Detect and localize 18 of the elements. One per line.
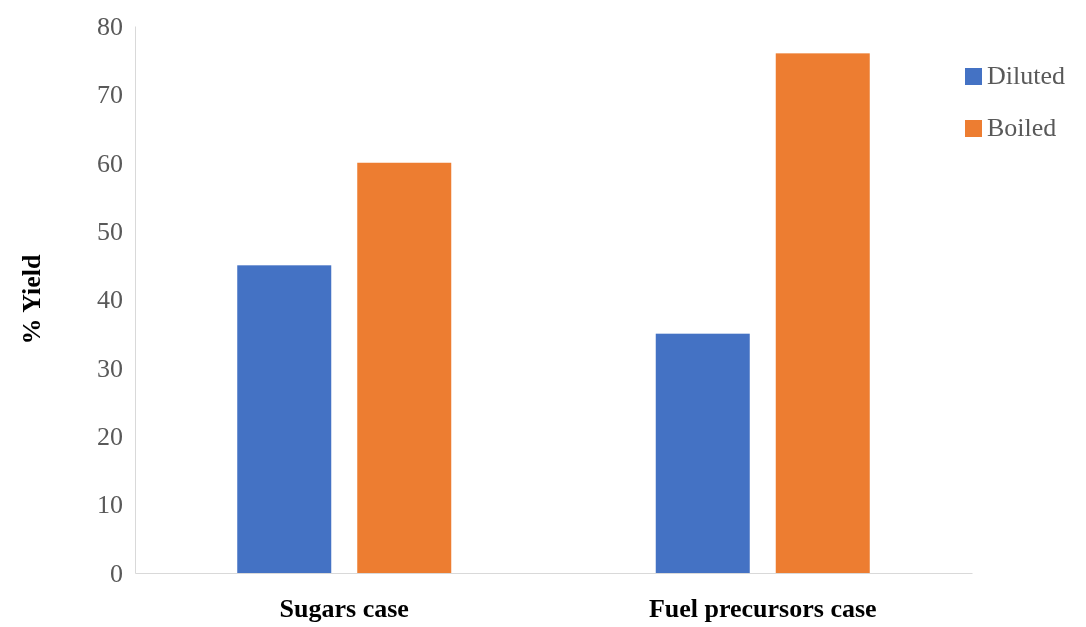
bar [655, 333, 750, 573]
bar [357, 162, 452, 573]
y-axis-title: % Yield [17, 254, 46, 345]
legend-label: Diluted [987, 61, 1065, 90]
bar [237, 265, 332, 573]
bar [775, 53, 870, 573]
legend-label: Boiled [987, 113, 1057, 142]
y-tick-label: 30 [97, 353, 123, 383]
y-tick-label: 40 [97, 285, 123, 315]
y-tick-label: 20 [97, 422, 123, 452]
y-tick-label: 50 [97, 216, 123, 246]
y-tick-label: 80 [97, 11, 123, 41]
y-tick-label: 10 [97, 490, 123, 520]
x-tick-label: Fuel precursors case [648, 594, 877, 624]
y-tick-label: 70 [97, 80, 123, 110]
x-tick-label: Sugars case [279, 594, 409, 624]
y-tick-label: 0 [110, 558, 123, 588]
y-tick-label: 60 [97, 148, 123, 178]
